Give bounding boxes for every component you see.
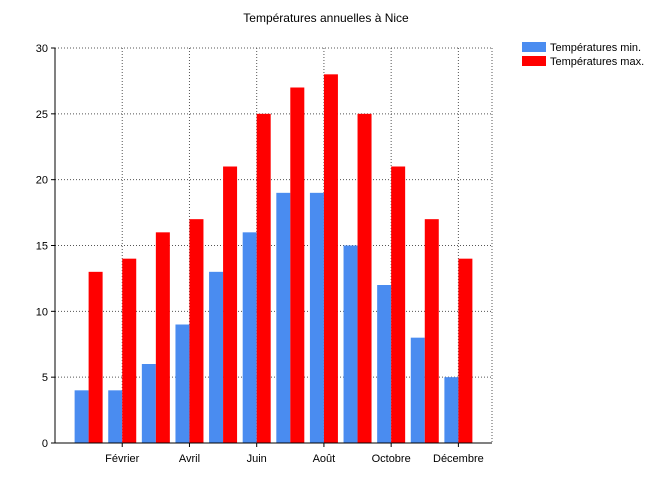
bar-max-2 xyxy=(122,258,137,443)
bar-min-11 xyxy=(410,337,425,443)
y-tick-label: 25 xyxy=(36,109,48,121)
bar-min-8 xyxy=(309,192,324,443)
x-tick-label: Février xyxy=(105,453,140,465)
x-tick-label: Décembre xyxy=(433,453,484,465)
legend-swatch xyxy=(522,56,546,66)
legend-label: Températures min. xyxy=(550,42,641,54)
bar-max-9 xyxy=(357,113,372,443)
bar-max-1 xyxy=(88,271,103,443)
y-tick-label: 10 xyxy=(36,306,48,318)
bar-max-7 xyxy=(290,87,305,443)
bar-min-4 xyxy=(175,324,190,443)
bar-min-10 xyxy=(377,285,392,443)
bar-max-6 xyxy=(256,113,271,443)
bar-min-12 xyxy=(444,377,459,443)
bar-min-7 xyxy=(276,192,291,443)
bar-max-10 xyxy=(391,166,406,443)
bar-min-2 xyxy=(108,390,123,443)
bar-min-9 xyxy=(343,245,358,443)
y-tick-label: 5 xyxy=(42,372,48,384)
y-axis-ticks: 0 5 10 15 20 25 30 xyxy=(36,43,55,450)
bar-max-4 xyxy=(189,219,204,443)
y-tick-label: 30 xyxy=(36,43,48,55)
bar-min-6 xyxy=(242,232,257,443)
bar-max-12 xyxy=(458,258,473,443)
y-tick-label: 0 xyxy=(42,438,48,450)
y-tick-label: 15 xyxy=(36,241,48,253)
bar-max-5 xyxy=(223,166,238,443)
legend-label: Températures max. xyxy=(550,56,644,68)
x-tick-label: Août xyxy=(313,453,336,465)
bar-max-3 xyxy=(155,232,170,443)
x-tick-label: Juin xyxy=(247,453,267,465)
chart-title: Températures annuelles à Nice xyxy=(243,11,409,25)
y-tick-label: 20 xyxy=(36,175,48,187)
bars xyxy=(74,74,473,443)
x-axis-ticks: Février Avril Juin Août Octobre Décembre xyxy=(105,443,484,465)
x-tick-label: Avril xyxy=(179,453,200,465)
bar-min-5 xyxy=(209,271,224,443)
x-tick-label: Octobre xyxy=(372,453,411,465)
legend: Températures min. Températures max. xyxy=(522,42,644,68)
bar-min-1 xyxy=(74,390,89,443)
legend-swatch xyxy=(522,42,546,52)
bar-min-3 xyxy=(141,364,156,443)
bar-max-11 xyxy=(424,219,439,443)
bar-max-8 xyxy=(323,74,338,443)
